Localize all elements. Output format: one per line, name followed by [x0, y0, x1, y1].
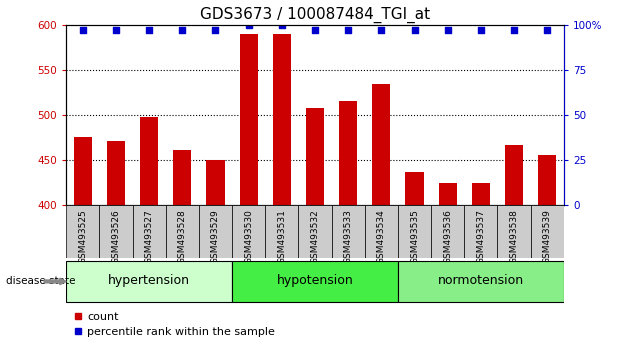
Bar: [438, 183, 457, 205]
Bar: [472, 183, 490, 205]
Point: [244, 22, 254, 28]
Text: GSM493537: GSM493537: [476, 210, 485, 264]
Bar: [365, 205, 398, 258]
Text: GSM493528: GSM493528: [178, 210, 186, 264]
Text: hypotension: hypotension: [277, 274, 353, 287]
Bar: [431, 205, 464, 258]
Bar: [464, 205, 498, 258]
Point: [144, 27, 154, 33]
Bar: [505, 145, 523, 205]
Bar: [107, 141, 125, 205]
Point: [277, 22, 287, 28]
Text: normotension: normotension: [438, 274, 524, 287]
Point: [376, 27, 386, 33]
Text: GSM493533: GSM493533: [344, 210, 353, 264]
Point: [542, 27, 553, 33]
Bar: [66, 205, 100, 258]
Bar: [239, 34, 258, 205]
Point: [410, 27, 420, 33]
Point: [310, 27, 320, 33]
Point: [210, 27, 220, 33]
Bar: [398, 205, 431, 258]
Point: [343, 27, 353, 33]
Bar: [265, 205, 299, 258]
Bar: [132, 205, 166, 258]
Text: GSM493536: GSM493536: [444, 210, 452, 264]
Bar: [372, 84, 391, 205]
Text: GSM493527: GSM493527: [145, 210, 154, 264]
Text: GSM493526: GSM493526: [112, 210, 120, 264]
Bar: [140, 117, 158, 205]
Text: GSM493531: GSM493531: [277, 210, 286, 264]
Bar: [232, 261, 398, 302]
Text: GSM493532: GSM493532: [311, 210, 319, 264]
Bar: [331, 205, 365, 258]
Bar: [66, 261, 232, 302]
Point: [476, 27, 486, 33]
Bar: [273, 34, 291, 205]
Text: GSM493539: GSM493539: [543, 210, 552, 264]
Legend: count, percentile rank within the sample: count, percentile rank within the sample: [72, 310, 277, 339]
Text: GSM493530: GSM493530: [244, 210, 253, 264]
Bar: [100, 205, 132, 258]
Point: [111, 27, 121, 33]
Text: GSM493529: GSM493529: [211, 210, 220, 264]
Bar: [498, 205, 530, 258]
Text: GSM493535: GSM493535: [410, 210, 419, 264]
Bar: [166, 205, 199, 258]
Bar: [199, 205, 232, 258]
Bar: [530, 205, 564, 258]
Point: [509, 27, 519, 33]
Point: [443, 27, 453, 33]
Text: hypertension: hypertension: [108, 274, 190, 287]
Bar: [299, 205, 331, 258]
Bar: [306, 108, 324, 205]
Bar: [538, 155, 556, 205]
Bar: [74, 137, 92, 205]
Bar: [339, 101, 357, 205]
Text: GSM493538: GSM493538: [510, 210, 518, 264]
Text: GSM493525: GSM493525: [78, 210, 87, 264]
Text: disease state: disease state: [6, 276, 79, 286]
Point: [177, 27, 187, 33]
Bar: [398, 261, 564, 302]
Point: [77, 27, 88, 33]
Bar: [232, 205, 265, 258]
Text: GSM493534: GSM493534: [377, 210, 386, 264]
Title: GDS3673 / 100087484_TGI_at: GDS3673 / 100087484_TGI_at: [200, 7, 430, 23]
Bar: [406, 172, 423, 205]
Bar: [207, 160, 224, 205]
Bar: [173, 150, 192, 205]
